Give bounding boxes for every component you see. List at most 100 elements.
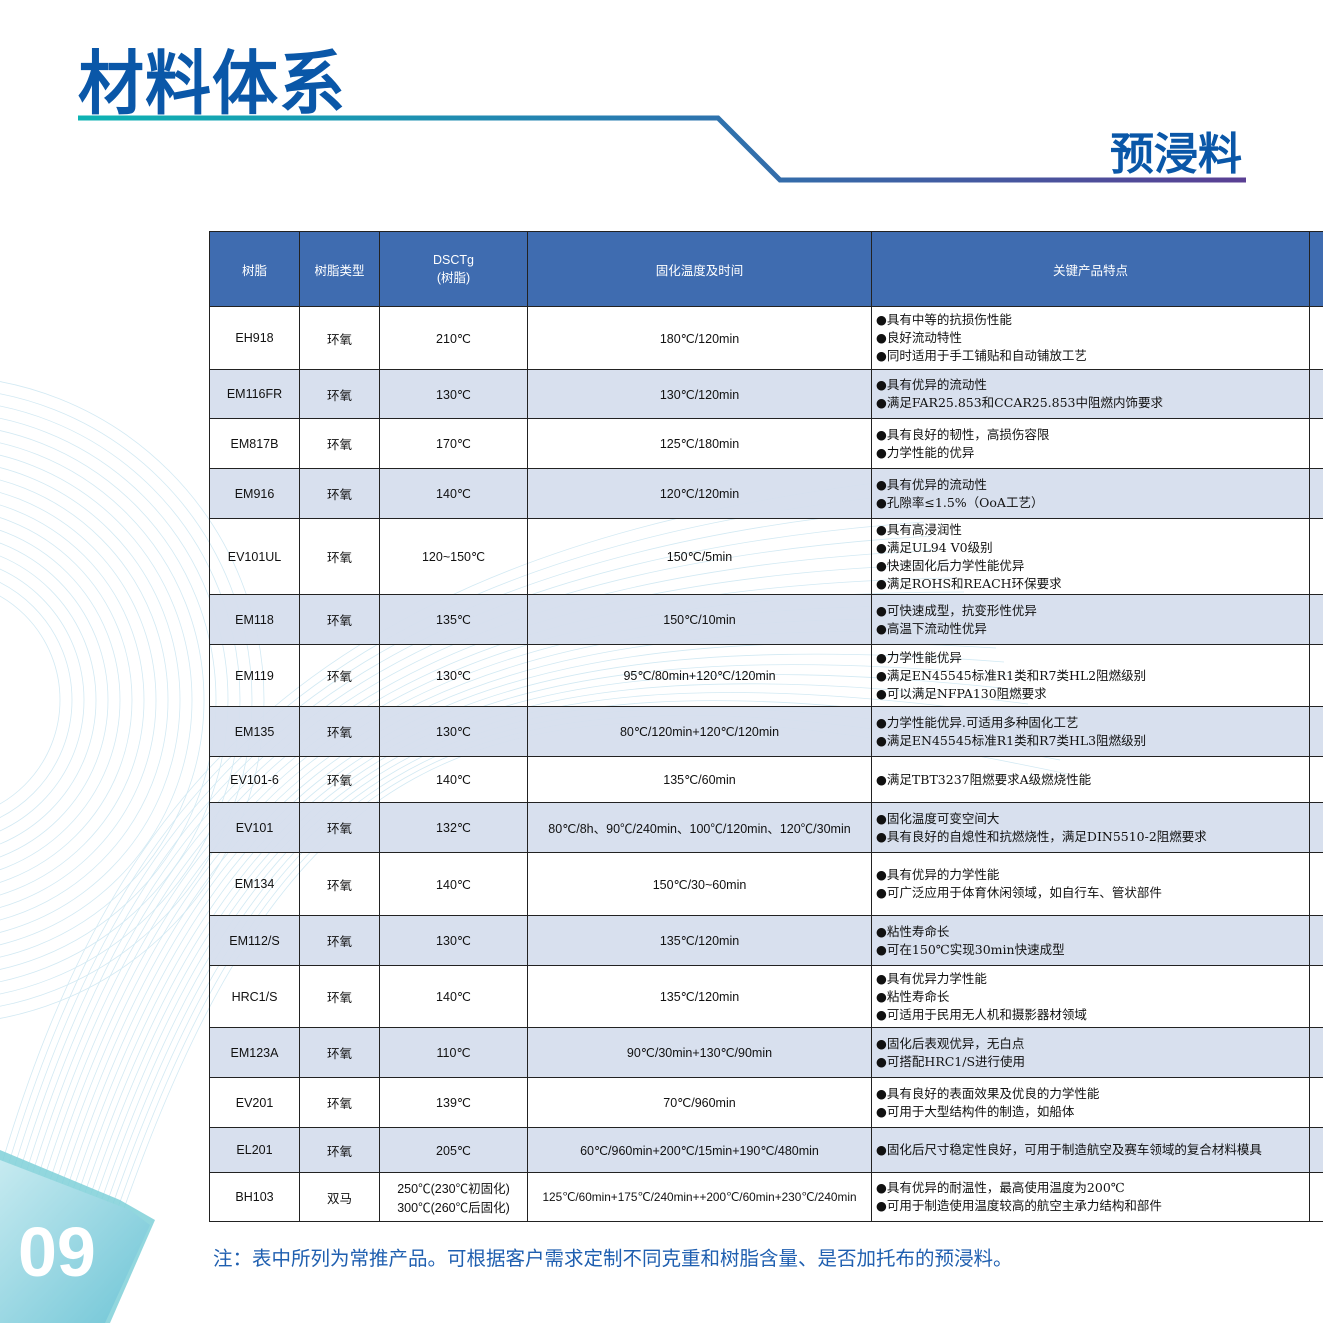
table-row: EM916 环氧 140℃ 120℃/120min ●具有优异的流动性 ●孔隙率≤1.5%… (209, 468, 1323, 519)
feature-item: ●快速固化后力学性能优异 (876, 557, 1309, 575)
resin-cell: EM112/S (209, 915, 300, 966)
feature-text: 高温下流动性优异 (886, 620, 987, 636)
dsc-tg-cell: 130℃ (379, 644, 528, 707)
resin-cell: EM118 (209, 594, 300, 645)
feature-text: 同时适用于手工铺贴和自动铺放工艺 (886, 348, 1087, 363)
bullet-icon: ● (876, 649, 887, 665)
feature-text: 力学性能的优异 (886, 444, 975, 460)
feature-text: 满足FAR25.853和CCAR25.853中阻燃内饰要求 (886, 395, 1163, 410)
feature-text: 孔隙率≤1.5%（OoA工艺） (886, 494, 1044, 510)
feature-text: 粘性寿命长 (886, 923, 950, 939)
resin-cell: EH918 (209, 306, 300, 370)
feature-item: ●具有优异的流动性 (876, 476, 1309, 494)
cure-cell: 150℃/30~60min (527, 852, 872, 916)
cure-cell: 125℃/180min (527, 418, 872, 469)
feature-text: 具有优异力学性能 (886, 970, 987, 986)
dsc-tg-cell: 110℃ (379, 1027, 528, 1078)
feature-text: 固化后尺寸稳定性良好，可用于制造航空及赛车领域的复合材料模具 (886, 1142, 1262, 1157)
bullet-icon: ● (876, 521, 887, 537)
resin-type-cell: 环氧 (299, 802, 380, 853)
feature-text: 具有良好的自熄性和抗燃烧性，满足DIN5510-2阻燃要求 (886, 828, 1207, 844)
feature-item: ●粘性寿命长 (876, 923, 1309, 941)
cure-cell: 135℃/120min (527, 965, 872, 1028)
resin-cell: EM817B (209, 418, 300, 469)
table-row: EV101UL 环氧 120~150℃ 150℃/5min ●具有高浸润性 ●满足UL94… (209, 518, 1323, 595)
resin-cell: EV201 (209, 1077, 300, 1128)
bullet-icon: ● (876, 1006, 887, 1022)
cure-cell: 90℃/30min+130℃/90min (527, 1027, 872, 1078)
blank-cell (1309, 306, 1323, 370)
feature-item: ●固化后尺寸稳定性良好，可用于制造航空及赛车领域的复合材料模具 (876, 1141, 1309, 1159)
dsc-tg-cell: 140℃ (379, 756, 528, 803)
prepreg-table: 树脂 树脂类型 DSCTg (树脂) 固化温度及时间 关键产品特点 EH918 环氧 210… (209, 231, 1323, 1222)
features-cell: ●具有优异的耐温性，最高使用温度为200℃ ●可用于制造使用温度较高的航空主承力结… (871, 1172, 1310, 1222)
resin-type-cell: 环氧 (299, 306, 380, 370)
feature-text: 可在150℃实现30min快速成型 (886, 941, 1065, 957)
resin-type-cell: 环氧 (299, 518, 380, 595)
resin-cell: EL201 (209, 1127, 300, 1173)
feature-text: 具有优异的流动性 (886, 377, 987, 392)
cure-cell: 135℃/120min (527, 915, 872, 966)
feature-item: ●固化后表观优异，无白点 (876, 1035, 1309, 1053)
feature-text: 具有优异的耐温性，最高使用温度为200℃ (886, 1180, 1125, 1195)
features-cell: ●满足TBT3237阻燃要求A级燃烧性能 (871, 756, 1310, 803)
bullet-icon: ● (876, 771, 887, 787)
resin-cell: BH103 (209, 1172, 300, 1222)
feature-item: ●可广泛应用于体育休闲领域，如自行车、管状部件 (876, 884, 1309, 902)
blank-cell (1309, 644, 1323, 707)
dsc-tg-cell: 130℃ (379, 369, 528, 419)
table-row: EM118 环氧 135℃ 150℃/10min ●可快速成型，抗变形性优异 ●高温下流动… (209, 594, 1323, 645)
feature-text: 满足TBT3237阻燃要求A级燃烧性能 (886, 771, 1092, 787)
feature-item: ●具有高浸润性 (876, 521, 1309, 539)
feature-text: 可搭配HRC1/S进行使用 (886, 1053, 1026, 1069)
bullet-icon: ● (876, 312, 887, 327)
dsc-tg-cell: 130℃ (379, 915, 528, 966)
resin-type-cell: 环氧 (299, 644, 380, 707)
bullet-icon: ● (876, 377, 887, 392)
bullet-icon: ● (876, 1180, 887, 1195)
blank-cell (1309, 965, 1323, 1028)
feature-item: ●可用于制造使用温度较高的航空主承力结构和部件 (876, 1197, 1309, 1215)
features-cell: ●固化温度可变空间大 ●具有良好的自熄性和抗燃烧性，满足DIN5510-2阻燃要求 (871, 802, 1310, 853)
table-row: EL201 环氧 205℃ 60℃/960min+200℃/15min+190℃/48… (209, 1127, 1323, 1173)
table-row: EV201 环氧 139℃ 70℃/960min ●具有良好的表面效果及优良的力学性能 ●… (209, 1077, 1323, 1128)
bullet-icon: ● (876, 494, 887, 510)
feature-item: ●力学性能优异 (876, 649, 1309, 667)
feature-item: ●具有优异的耐温性，最高使用温度为200℃ (876, 1179, 1309, 1197)
dsc-tg-cell: 132℃ (379, 802, 528, 853)
feature-item: ●具有良好的表面效果及优良的力学性能 (876, 1085, 1309, 1103)
features-cell: ●可快速成型，抗变形性优异 ●高温下流动性优异 (871, 594, 1310, 645)
bullet-icon: ● (876, 1035, 887, 1051)
bullet-icon: ● (876, 970, 887, 986)
feature-item: ●具有良好的韧性，高损伤容限 (876, 426, 1309, 444)
features-cell: ●力学性能优异 ●满足EN45545标准R1类和R7类HL2阻燃级别 ●可以满足NF… (871, 644, 1310, 707)
bullet-icon: ● (876, 557, 887, 573)
feature-text: 力学性能优异.可适用多种固化工艺 (886, 714, 1079, 730)
resin-cell: EM116FR (209, 369, 300, 419)
feature-item: ●具有优异的流动性 (876, 376, 1309, 394)
table-row: EH918 环氧 210℃ 180℃/120min ●具有中等的抗损伤性能 ●良好流动特性… (209, 306, 1323, 370)
column-header: 树脂类型 (299, 231, 380, 307)
feature-item: ●满足EN45545标准R1类和R7类HL3阻燃级别 (876, 732, 1309, 750)
feature-text: 可快速成型，抗变形性优异 (886, 602, 1037, 618)
cure-cell: 60℃/960min+200℃/15min+190℃/480min (527, 1127, 872, 1173)
feature-item: ●具有优异力学性能 (876, 970, 1309, 988)
feature-text: 可广泛应用于体育休闲领域，如自行车、管状部件 (886, 885, 1162, 900)
features-cell: ●具有优异的流动性 ● 满足FAR25.853和CCAR25.853中阻燃内饰要求 (871, 369, 1310, 419)
features-cell: ●具有高浸润性 ●满足UL94 V0级别 ●快速固化后力学性能优异 ●满足ROHS和R… (871, 518, 1310, 595)
footnote: 注：表中所列为常推产品。可根据客户需求定制不同克重和树脂含量、是否加托布的预浸料… (213, 1247, 1013, 1270)
cure-cell: 130℃/120min (527, 369, 872, 419)
resin-cell: EM135 (209, 706, 300, 757)
cure-cell: 80℃/120min+120℃/120min (527, 706, 872, 757)
resin-type-cell: 环氧 (299, 1127, 380, 1173)
dsc-tg-cell: 140℃ (379, 852, 528, 916)
feature-item: ●良好流动特性 (876, 329, 1309, 347)
features-cell: ●具有优异力学性能 ●粘性寿命长 ●可适用于民用无人机和摄影器材领域 (871, 965, 1310, 1028)
bullet-icon: ● (876, 575, 887, 591)
feature-text: 可适用于民用无人机和摄影器材领域 (886, 1006, 1087, 1022)
resin-type-cell: 环氧 (299, 418, 380, 469)
resin-type-cell: 环氧 (299, 756, 380, 803)
dsc-tg-cell: 140℃ (379, 468, 528, 519)
dsc-tg-cell: 170℃ (379, 418, 528, 469)
features-cell: ●具有良好的韧性，高损伤容限 ●力学性能的优异 (871, 418, 1310, 469)
